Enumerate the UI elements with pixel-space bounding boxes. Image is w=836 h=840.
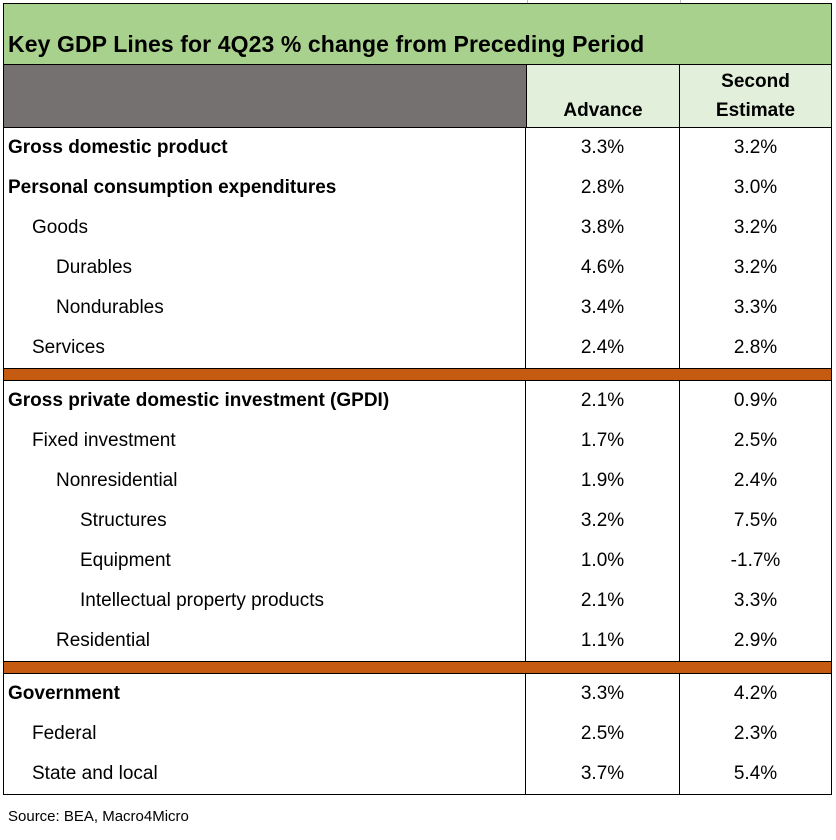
data-table-body: Gross domestic product 3.3% 3.2% Personal c… <box>3 128 832 795</box>
table-row: Nondurables 3.4% 3.3% <box>4 288 831 328</box>
second-estimate-value: 3.0% <box>733 177 778 198</box>
header-blank-cell <box>4 65 527 127</box>
second-estimate-value: 2.3% <box>733 723 778 744</box>
header-second-estimate: Second Estimate <box>680 65 831 127</box>
table-row: Equipment 1.0% -1.7% <box>4 541 831 581</box>
second-estimate-value: 3.3% <box>733 590 778 611</box>
second-estimate-value: 0.9% <box>733 390 778 411</box>
row-label: State and local <box>4 754 526 794</box>
advance-value: 3.3% <box>526 128 680 168</box>
row-label: Nondurables <box>4 288 526 328</box>
table-row: Goods 3.8% 3.2% <box>4 208 831 248</box>
second-estimate-value: 3.3% <box>733 297 778 318</box>
row-label: Services <box>4 328 526 368</box>
top-gridline-strip <box>3 0 832 3</box>
second-estimate-value: -1.7% <box>730 550 781 571</box>
advance-value: 2.5% <box>526 714 680 754</box>
table-row: Fixed investment 1.7% 2.5% <box>4 421 831 461</box>
second-estimate-value: 2.9% <box>733 630 778 651</box>
second-estimate-value: 7.5% <box>733 510 778 531</box>
table-title: Key GDP Lines for 4Q23 % change from Pre… <box>8 31 645 57</box>
header-second-estimate-label: Second Estimate <box>715 71 796 121</box>
table-row: Gross private domestic investment (GPDI)… <box>4 381 831 421</box>
table-row: Personal consumption expenditures 2.8% 3.0… <box>4 168 831 208</box>
row-label: Personal consumption expenditures <box>4 168 526 208</box>
second-estimate-value: 4.2% <box>733 683 778 704</box>
row-label: Government <box>4 674 526 714</box>
advance-value: 2.4% <box>526 328 680 368</box>
row-label: Residential <box>4 621 526 661</box>
advance-value: 1.9% <box>526 461 680 501</box>
table-title-bar: Key GDP Lines for 4Q23 % change from Pre… <box>3 3 832 64</box>
section-separator <box>4 368 831 381</box>
advance-value: 2.1% <box>526 581 680 621</box>
table-row: Intellectual property products 2.1% 3.3% <box>4 581 831 621</box>
advance-value: 1.1% <box>526 621 680 661</box>
second-estimate-value: 3.2% <box>733 137 778 158</box>
header-advance-label: Advance <box>563 100 643 121</box>
row-label: Intellectual property products <box>4 581 526 621</box>
row-label: Equipment <box>4 541 526 581</box>
second-estimate-value: 2.4% <box>733 470 778 491</box>
second-estimate-value: 2.5% <box>733 430 778 451</box>
advance-value: 2.1% <box>526 381 680 421</box>
gdp-table-sheet: Key GDP Lines for 4Q23 % change from Pre… <box>3 0 832 795</box>
table-row: Government 3.3% 4.2% <box>4 674 831 714</box>
second-estimate-value: 3.2% <box>733 217 778 238</box>
table-row: Residential 1.1% 2.9% <box>4 621 831 661</box>
row-label: Gross domestic product <box>4 128 526 168</box>
advance-value: 1.0% <box>526 541 680 581</box>
row-label: Goods <box>4 208 526 248</box>
advance-value: 2.8% <box>526 168 680 208</box>
row-label: Durables <box>4 248 526 288</box>
table-row: Services 2.4% 2.8% <box>4 328 831 368</box>
second-estimate-value: 3.2% <box>733 257 778 278</box>
row-label: Structures <box>4 501 526 541</box>
header-advance: Advance <box>527 65 680 127</box>
column-header-row: Advance Second Estimate <box>3 64 832 128</box>
source-note: Source: BEA, Macro4Micro <box>8 808 189 825</box>
second-estimate-value: 5.4% <box>733 763 778 784</box>
advance-value: 3.2% <box>526 501 680 541</box>
advance-value: 3.4% <box>526 288 680 328</box>
row-label: Fixed investment <box>4 421 526 461</box>
advance-value: 3.8% <box>526 208 680 248</box>
section-separator <box>4 661 831 674</box>
table-row: Nonresidential 1.9% 2.4% <box>4 461 831 501</box>
row-label: Nonresidential <box>4 461 526 501</box>
advance-value: 1.7% <box>526 421 680 461</box>
advance-value: 3.3% <box>526 674 680 714</box>
row-label: Gross private domestic investment (GPDI) <box>4 381 526 421</box>
table-bottom-border <box>4 794 831 795</box>
table-row: Structures 3.2% 7.5% <box>4 501 831 541</box>
table-row: Durables 4.6% 3.2% <box>4 248 831 288</box>
second-estimate-value: 2.8% <box>733 337 778 358</box>
advance-value: 3.7% <box>526 754 680 794</box>
advance-value: 4.6% <box>526 248 680 288</box>
table-row: Gross domestic product 3.3% 3.2% <box>4 128 831 168</box>
table-row: State and local 3.7% 5.4% <box>4 754 831 794</box>
row-label: Federal <box>4 714 526 754</box>
table-row: Federal 2.5% 2.3% <box>4 714 831 754</box>
